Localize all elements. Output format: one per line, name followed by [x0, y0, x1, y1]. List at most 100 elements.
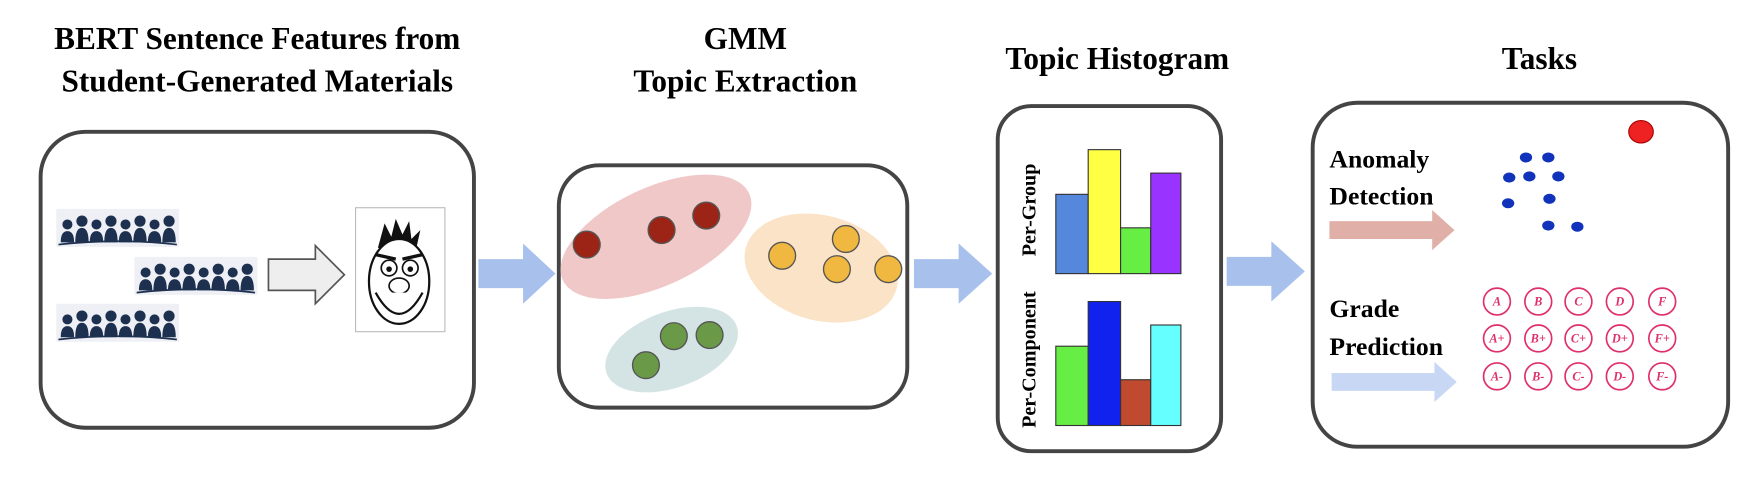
grade-label: D- — [1612, 369, 1626, 383]
person-body — [162, 227, 176, 243]
person-body — [118, 326, 133, 338]
person-body — [196, 279, 211, 291]
task-label: Grade — [1329, 294, 1399, 323]
grade-circle — [1605, 362, 1635, 391]
crowd-base — [58, 335, 177, 341]
person-body — [153, 275, 167, 291]
person-head — [212, 263, 224, 275]
person-head — [149, 219, 160, 230]
person-head — [91, 219, 102, 230]
person-body — [75, 227, 89, 243]
person-body — [118, 231, 133, 243]
person-head — [198, 267, 209, 278]
person-body — [89, 231, 104, 243]
person-head — [105, 215, 117, 227]
panel-title: Topic Histogram — [1005, 41, 1229, 76]
person-head — [140, 267, 151, 278]
anomaly-point — [1628, 120, 1654, 144]
person-head — [169, 267, 180, 278]
person-head — [183, 263, 195, 275]
grade-label: C+ — [1571, 331, 1586, 345]
person-head — [76, 310, 88, 322]
person-body — [211, 275, 225, 291]
person-head — [227, 267, 238, 278]
person-head — [163, 310, 175, 322]
grade-circle — [1482, 362, 1512, 391]
grade-circle — [1524, 324, 1553, 353]
arrow — [267, 243, 346, 306]
person-body — [104, 322, 118, 338]
grade-label: A- — [1490, 369, 1503, 383]
person-body — [60, 231, 75, 243]
grade-circle — [1564, 287, 1593, 316]
grade-circle — [1648, 362, 1677, 391]
flow-arrow — [1226, 241, 1305, 302]
histogram-label: Per-Group — [1019, 164, 1041, 257]
panel-title: GMM — [704, 21, 787, 56]
person-body — [133, 322, 147, 338]
person-head — [76, 215, 88, 227]
task-arrow — [1331, 361, 1457, 403]
person-head — [105, 310, 117, 322]
bert-face — [355, 207, 446, 333]
crowd-base — [58, 240, 177, 246]
grade-label: D+ — [1611, 331, 1628, 345]
panel-title: Tasks — [1502, 41, 1577, 76]
task-label: Prediction — [1329, 332, 1443, 361]
histogram-label: Per-Component — [1019, 291, 1041, 428]
person-body — [133, 227, 147, 243]
person-head — [62, 219, 73, 230]
grade-circle — [1524, 287, 1553, 316]
panel-box — [1310, 100, 1731, 449]
grade-circle — [1482, 287, 1512, 316]
flow-arrow — [478, 243, 556, 304]
person-body — [167, 279, 182, 291]
grade-circle — [1605, 287, 1635, 316]
grade-label: F- — [1655, 369, 1668, 383]
person-body — [162, 322, 176, 338]
grade-grid: A B C D F A+ B+ C+ D+ F+ A- B- C- D- F- — [1482, 287, 1677, 391]
person-head — [154, 263, 166, 275]
person-body — [104, 227, 118, 243]
person-body — [60, 326, 75, 338]
grade-circle — [1564, 362, 1593, 391]
grade-label: A — [1492, 295, 1501, 309]
person-head — [120, 219, 131, 230]
person-body — [75, 322, 89, 338]
person-head — [134, 310, 146, 322]
grade-circle — [1482, 324, 1512, 353]
person-body — [147, 326, 162, 338]
task-arrow — [1329, 209, 1455, 251]
grade-label: B+ — [1530, 331, 1546, 345]
panel-title: BERT Sentence Features from — [54, 21, 460, 56]
grade-label: B- — [1531, 369, 1544, 383]
task-label: Anomaly — [1329, 145, 1429, 174]
person-head — [149, 314, 160, 325]
person-head — [91, 314, 102, 325]
person-body — [240, 275, 254, 291]
grade-label: C- — [1572, 369, 1584, 383]
person-body — [182, 275, 196, 291]
person-head — [120, 314, 131, 325]
flow-arrow — [913, 243, 993, 304]
points — [572, 201, 903, 380]
grade-circle — [1605, 324, 1635, 353]
grade-circle — [1648, 287, 1677, 316]
grade-label: D — [1614, 295, 1624, 309]
grade-label: F — [1657, 295, 1666, 309]
person-body — [89, 326, 104, 338]
grade-label: B — [1533, 295, 1542, 309]
person-body — [226, 279, 240, 291]
person-body — [147, 231, 162, 243]
crowd-base — [136, 288, 256, 294]
person-head — [134, 215, 146, 227]
histogram-bars — [1055, 149, 1182, 427]
grade-label: C — [1574, 295, 1583, 309]
person-head — [241, 263, 253, 275]
crowd-icons — [56, 208, 258, 342]
panel-title: Student-Generated Materials — [61, 64, 453, 99]
grade-label: A+ — [1488, 331, 1504, 345]
person-head — [62, 314, 73, 325]
person-head — [163, 215, 175, 227]
